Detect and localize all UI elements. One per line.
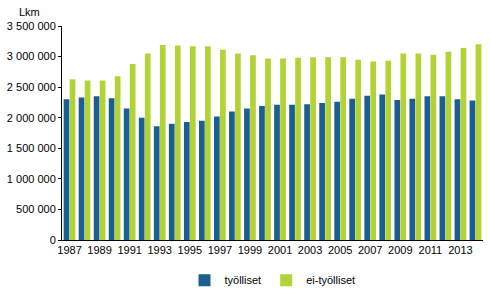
svg-text:1993: 1993 — [147, 244, 171, 256]
svg-text:2009: 2009 — [388, 244, 412, 256]
svg-text:2001: 2001 — [268, 244, 292, 256]
svg-text:2 500 000: 2 500 000 — [7, 81, 56, 93]
svg-text:Lkm: Lkm — [19, 6, 40, 18]
svg-text:työlliset: työlliset — [225, 274, 262, 286]
svg-text:1997: 1997 — [208, 244, 232, 256]
svg-text:2007: 2007 — [358, 244, 382, 256]
svg-text:1 000 000: 1 000 000 — [7, 173, 56, 185]
svg-text:1 500 000: 1 500 000 — [7, 142, 56, 154]
svg-text:1991: 1991 — [117, 244, 141, 256]
svg-text:1987: 1987 — [57, 244, 81, 256]
svg-text:1995: 1995 — [178, 244, 202, 256]
svg-text:2 000 000: 2 000 000 — [7, 112, 56, 124]
svg-text:0: 0 — [50, 234, 56, 246]
svg-text:1999: 1999 — [238, 244, 262, 256]
svg-text:2003: 2003 — [298, 244, 322, 256]
svg-text:2011: 2011 — [419, 244, 443, 256]
svg-text:3 000 000: 3 000 000 — [7, 50, 56, 62]
svg-text:3 500 000: 3 500 000 — [7, 20, 56, 32]
svg-text:2005: 2005 — [328, 244, 352, 256]
svg-text:500 000: 500 000 — [16, 203, 56, 215]
svg-text:2013: 2013 — [448, 244, 472, 256]
svg-text:ei-työlliset: ei-työlliset — [306, 274, 355, 286]
svg-text:1989: 1989 — [87, 244, 111, 256]
